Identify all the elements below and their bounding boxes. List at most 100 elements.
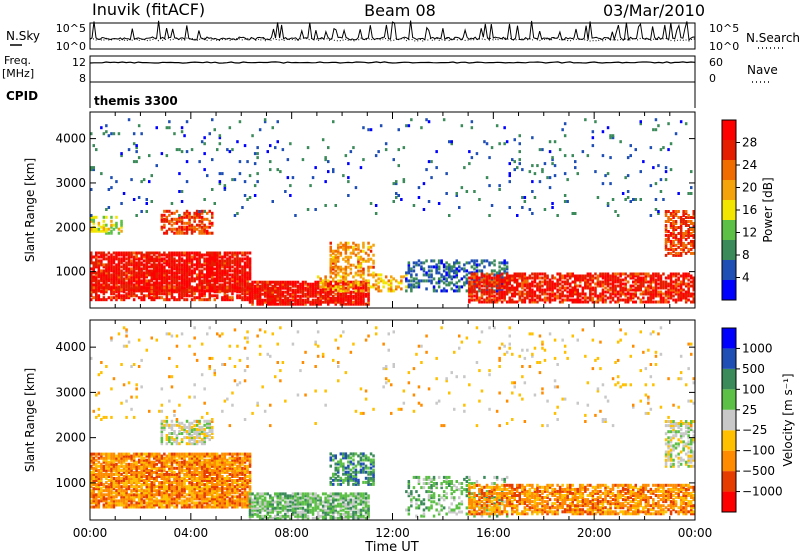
heatmap-cell <box>604 276 607 280</box>
heatmap-cell <box>299 286 302 290</box>
heatmap-cell <box>100 275 103 279</box>
heatmap-cell <box>92 217 95 221</box>
heatmap-cell <box>153 456 156 460</box>
heatmap-cell <box>435 289 438 293</box>
heatmap-cell <box>168 255 171 259</box>
heatmap-cell <box>92 215 95 219</box>
heatmap-cell <box>158 267 161 271</box>
heatmap-cell <box>256 294 259 298</box>
heatmap-cell <box>679 286 683 290</box>
heatmap-cell <box>574 288 577 292</box>
heatmap-cell <box>584 278 587 282</box>
heatmap-cell <box>148 273 151 277</box>
heatmap-cell <box>291 176 295 180</box>
heatmap-cell <box>485 298 489 302</box>
heatmap-cell <box>110 460 113 464</box>
heatmap-cell <box>173 253 176 257</box>
heatmap-cell <box>115 485 118 489</box>
heatmap-cell <box>228 255 232 259</box>
heatmap-cell <box>158 503 161 507</box>
heatmap-cell <box>505 272 509 276</box>
heatmap-cell <box>117 296 121 300</box>
heatmap-cell <box>110 503 113 507</box>
heatmap-cell <box>163 479 166 482</box>
heatmap-cell <box>127 296 131 300</box>
heatmap-cell <box>112 257 116 261</box>
heatmap-cell <box>168 265 171 269</box>
heatmap-cell <box>165 253 169 257</box>
heatmap-cell <box>281 302 285 306</box>
heatmap-cell <box>226 148 229 152</box>
heatmap-cell <box>173 275 176 279</box>
heatmap-cell <box>110 466 113 470</box>
heatmap-cell <box>503 267 506 271</box>
heatmap-cell <box>304 294 307 298</box>
heatmap-cell <box>672 235 675 239</box>
heatmap-cell <box>563 154 567 158</box>
nave-tick-top: 60 <box>709 56 723 69</box>
heatmap-cell <box>107 487 111 491</box>
heatmap-cell <box>92 477 95 480</box>
heatmap-cell <box>218 277 222 281</box>
heatmap-cell <box>112 265 116 269</box>
heatmap-cell <box>208 298 211 302</box>
heatmap-cell <box>395 180 398 184</box>
colorbar-tick-label: 24 <box>742 158 757 172</box>
heatmap-cell <box>649 278 653 282</box>
heatmap-cell <box>233 277 237 281</box>
heatmap-cell <box>498 271 501 275</box>
heatmap-cell <box>367 302 370 306</box>
heatmap-cell <box>551 292 554 296</box>
heatmap-cell <box>639 298 642 302</box>
heatmap-cell <box>127 263 131 267</box>
heatmap-cell <box>634 148 637 152</box>
heatmap-cell <box>420 265 423 269</box>
heatmap-cell <box>105 472 108 476</box>
heatmap-cell <box>253 288 257 292</box>
heatmap-cell <box>299 296 302 300</box>
heatmap-cell <box>188 259 191 263</box>
heatmap-cell <box>299 300 302 304</box>
heatmap-cell <box>339 265 343 269</box>
heatmap-cell <box>561 284 564 288</box>
heatmap-cell <box>604 294 607 298</box>
heatmap-cell <box>579 294 582 298</box>
heatmap-cell <box>238 269 242 273</box>
heatmap-cell <box>241 251 244 255</box>
heatmap-cell <box>233 257 237 261</box>
heatmap-cell <box>200 287 204 291</box>
heatmap-cell <box>611 280 615 284</box>
heatmap-cell <box>692 292 695 296</box>
heatmap-cell <box>142 279 146 283</box>
colorbar-segment <box>722 120 736 140</box>
heatmap-cell <box>599 282 602 286</box>
heatmap-cell <box>526 290 529 294</box>
heatmap-cell <box>160 470 164 474</box>
heatmap-cell <box>468 271 471 275</box>
heatmap-cell <box>248 259 252 263</box>
heatmap-cell <box>616 280 620 284</box>
heatmap-cell <box>551 298 554 302</box>
heatmap-cell <box>150 259 153 263</box>
heatmap-cell <box>478 296 481 300</box>
heatmap-cell <box>352 263 355 267</box>
heatmap-cell <box>115 296 118 300</box>
heatmap-cell <box>145 286 148 290</box>
heatmap-cell <box>664 214 668 217</box>
heatmap-cell <box>672 230 675 233</box>
heatmap-cell <box>90 477 93 480</box>
heatmap-cell <box>594 294 597 298</box>
heatmap-cell <box>218 261 222 265</box>
heatmap-cell <box>130 475 133 478</box>
heatmap-cell <box>163 489 166 493</box>
heatmap-cell <box>206 174 209 178</box>
heatmap-cell <box>614 274 617 278</box>
heatmap-cell <box>574 284 577 288</box>
heatmap-cell <box>90 470 93 474</box>
heatmap-cell <box>468 284 471 288</box>
heatmap-cell <box>132 255 136 259</box>
heatmap-cell <box>160 495 164 499</box>
heatmap-cell <box>327 298 330 302</box>
heatmap-cell <box>584 280 587 284</box>
heatmap-cell <box>344 282 348 286</box>
